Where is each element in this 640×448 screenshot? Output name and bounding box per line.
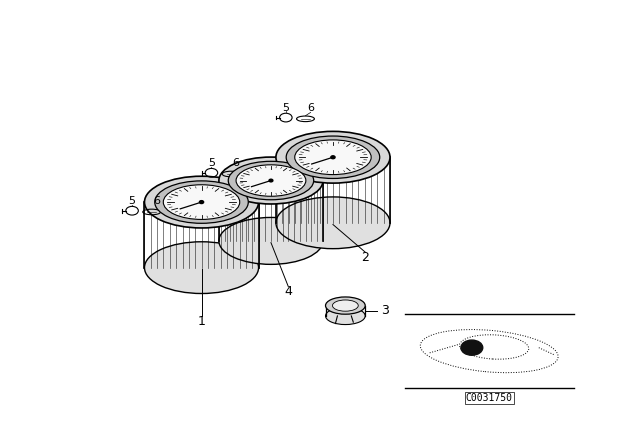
Ellipse shape: [145, 242, 259, 293]
Text: 3: 3: [381, 304, 390, 317]
Text: 5: 5: [208, 159, 215, 168]
Ellipse shape: [276, 131, 390, 183]
Ellipse shape: [286, 136, 380, 178]
Text: 1: 1: [198, 314, 205, 327]
Circle shape: [331, 156, 335, 159]
Ellipse shape: [326, 307, 365, 324]
Text: 6: 6: [307, 103, 314, 113]
Text: 6: 6: [154, 196, 161, 207]
Circle shape: [200, 201, 204, 203]
Ellipse shape: [155, 181, 248, 223]
Ellipse shape: [276, 197, 390, 249]
Ellipse shape: [219, 157, 323, 204]
Ellipse shape: [163, 185, 240, 220]
Ellipse shape: [145, 176, 259, 228]
Text: 6: 6: [233, 159, 240, 168]
Text: 5: 5: [282, 103, 289, 113]
Ellipse shape: [332, 300, 358, 311]
Circle shape: [269, 179, 273, 182]
Text: 5: 5: [129, 196, 136, 207]
Circle shape: [461, 340, 483, 355]
Ellipse shape: [326, 297, 365, 314]
Ellipse shape: [219, 217, 323, 264]
Text: 4: 4: [284, 285, 292, 298]
Ellipse shape: [295, 140, 371, 175]
Ellipse shape: [228, 161, 314, 200]
Text: C0031750: C0031750: [466, 393, 513, 403]
Ellipse shape: [236, 165, 306, 196]
Text: 2: 2: [361, 251, 369, 264]
